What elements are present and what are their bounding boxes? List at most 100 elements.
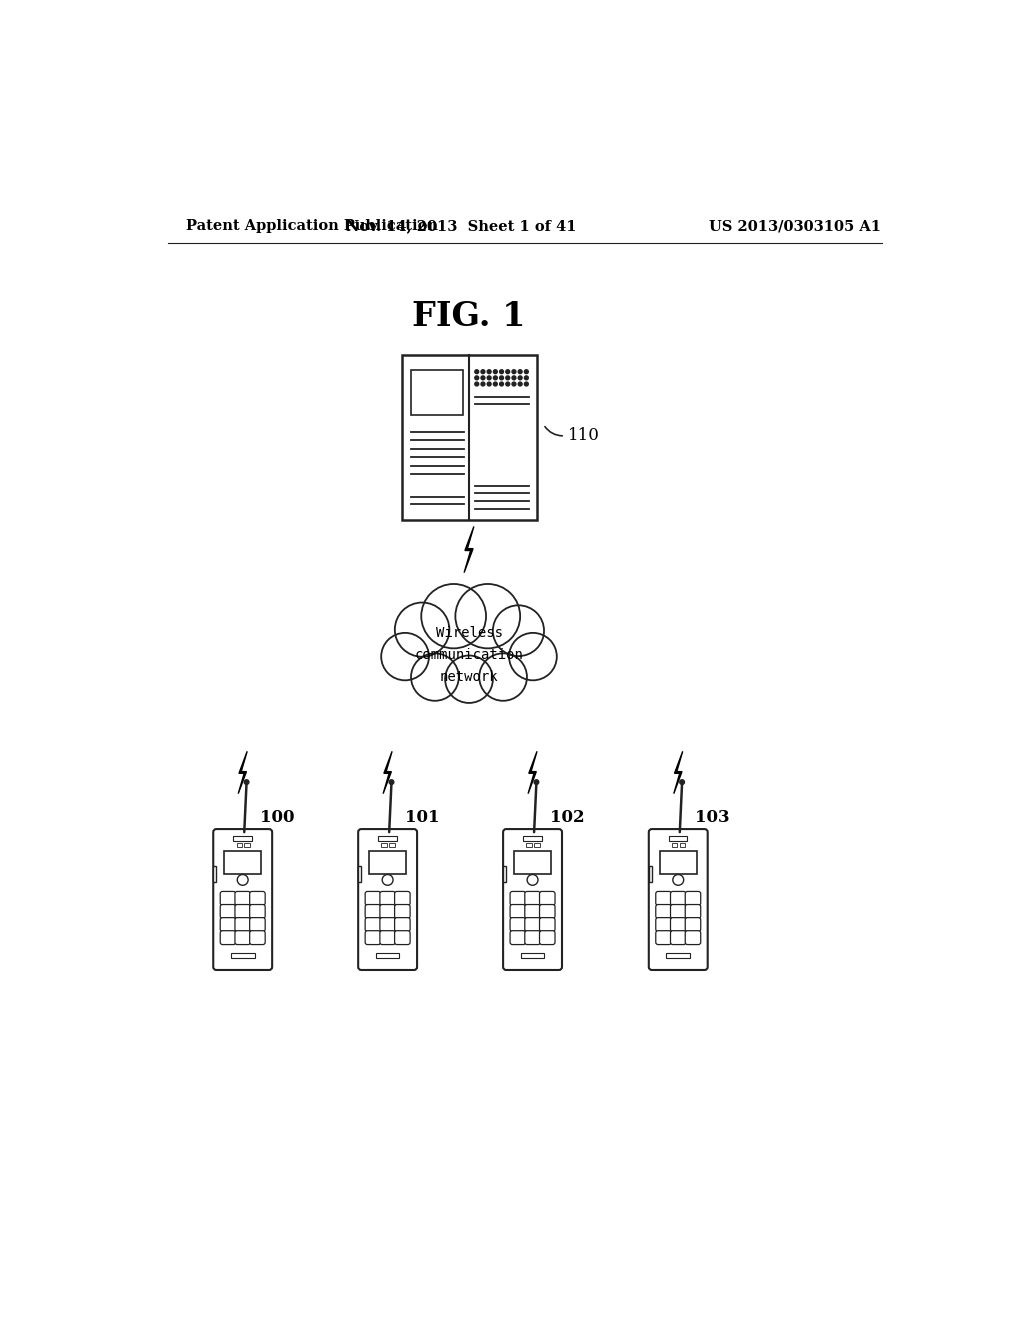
Circle shape [506, 376, 510, 380]
FancyBboxPatch shape [524, 904, 541, 919]
Circle shape [475, 376, 478, 380]
FancyBboxPatch shape [250, 917, 265, 932]
FancyBboxPatch shape [250, 904, 265, 919]
Bar [523, 836, 542, 841]
Circle shape [524, 381, 528, 385]
Circle shape [245, 780, 249, 784]
FancyBboxPatch shape [671, 917, 686, 932]
FancyBboxPatch shape [685, 904, 700, 919]
Circle shape [535, 780, 539, 784]
Bar [381, 843, 387, 847]
Circle shape [456, 583, 520, 648]
FancyBboxPatch shape [234, 931, 251, 945]
FancyBboxPatch shape [524, 891, 541, 906]
FancyBboxPatch shape [685, 917, 700, 932]
Bar [520, 953, 545, 958]
Circle shape [509, 632, 557, 680]
Circle shape [487, 370, 492, 374]
Circle shape [238, 874, 248, 886]
Bar [379, 836, 397, 841]
FancyBboxPatch shape [510, 931, 525, 945]
FancyBboxPatch shape [234, 904, 251, 919]
Text: US 2013/0303105 A1: US 2013/0303105 A1 [710, 219, 882, 234]
FancyBboxPatch shape [649, 829, 708, 970]
FancyBboxPatch shape [510, 917, 525, 932]
Circle shape [524, 370, 528, 374]
FancyBboxPatch shape [380, 917, 395, 932]
FancyBboxPatch shape [366, 917, 381, 932]
Text: 102: 102 [550, 809, 585, 826]
Circle shape [506, 381, 510, 385]
Bar [245, 843, 250, 847]
FancyBboxPatch shape [220, 904, 236, 919]
Circle shape [475, 381, 478, 385]
Circle shape [481, 381, 485, 385]
Polygon shape [674, 751, 683, 793]
FancyBboxPatch shape [655, 917, 672, 932]
FancyBboxPatch shape [540, 917, 555, 932]
Text: 100: 100 [260, 809, 294, 826]
FancyBboxPatch shape [380, 931, 395, 945]
FancyBboxPatch shape [394, 931, 410, 945]
Circle shape [421, 583, 486, 648]
FancyBboxPatch shape [394, 891, 410, 906]
Circle shape [481, 376, 485, 380]
Circle shape [381, 632, 429, 680]
FancyBboxPatch shape [655, 904, 672, 919]
FancyBboxPatch shape [685, 931, 700, 945]
FancyBboxPatch shape [510, 904, 525, 919]
Text: 103: 103 [695, 809, 730, 826]
Bar [237, 843, 242, 847]
Circle shape [395, 602, 450, 657]
FancyBboxPatch shape [366, 904, 381, 919]
FancyBboxPatch shape [524, 931, 541, 945]
Circle shape [487, 376, 492, 380]
Bar [230, 953, 255, 958]
FancyBboxPatch shape [250, 931, 265, 945]
FancyBboxPatch shape [671, 931, 686, 945]
Circle shape [382, 874, 393, 886]
FancyBboxPatch shape [380, 904, 395, 919]
Circle shape [481, 370, 485, 374]
FancyBboxPatch shape [503, 829, 562, 970]
FancyBboxPatch shape [250, 891, 265, 906]
FancyBboxPatch shape [220, 917, 236, 932]
Circle shape [411, 653, 459, 701]
FancyBboxPatch shape [655, 891, 672, 906]
Polygon shape [383, 751, 392, 793]
FancyBboxPatch shape [213, 829, 272, 970]
FancyBboxPatch shape [220, 931, 236, 945]
Circle shape [500, 370, 504, 374]
FancyBboxPatch shape [510, 891, 525, 906]
FancyBboxPatch shape [671, 891, 686, 906]
Bar [514, 850, 551, 874]
Circle shape [494, 370, 498, 374]
Bar [649, 866, 652, 882]
Bar [233, 836, 252, 841]
Bar [680, 843, 685, 847]
Bar [667, 953, 690, 958]
Text: Nov. 14, 2013  Sheet 1 of 41: Nov. 14, 2013 Sheet 1 of 41 [346, 219, 577, 234]
Circle shape [527, 874, 538, 886]
Circle shape [487, 381, 492, 385]
Circle shape [506, 370, 510, 374]
Bar [213, 866, 216, 882]
FancyBboxPatch shape [366, 931, 381, 945]
Bar [672, 843, 678, 847]
Circle shape [512, 381, 516, 385]
FancyBboxPatch shape [655, 931, 672, 945]
Text: FIG. 1: FIG. 1 [413, 300, 525, 333]
Bar [376, 953, 399, 958]
Circle shape [494, 376, 498, 380]
FancyBboxPatch shape [220, 891, 236, 906]
FancyBboxPatch shape [380, 891, 395, 906]
Circle shape [512, 370, 516, 374]
Text: 101: 101 [404, 809, 439, 826]
Bar [659, 850, 697, 874]
Circle shape [479, 653, 527, 701]
FancyBboxPatch shape [524, 917, 541, 932]
Circle shape [512, 376, 516, 380]
FancyBboxPatch shape [540, 904, 555, 919]
Bar [411, 370, 463, 414]
Circle shape [524, 376, 528, 380]
